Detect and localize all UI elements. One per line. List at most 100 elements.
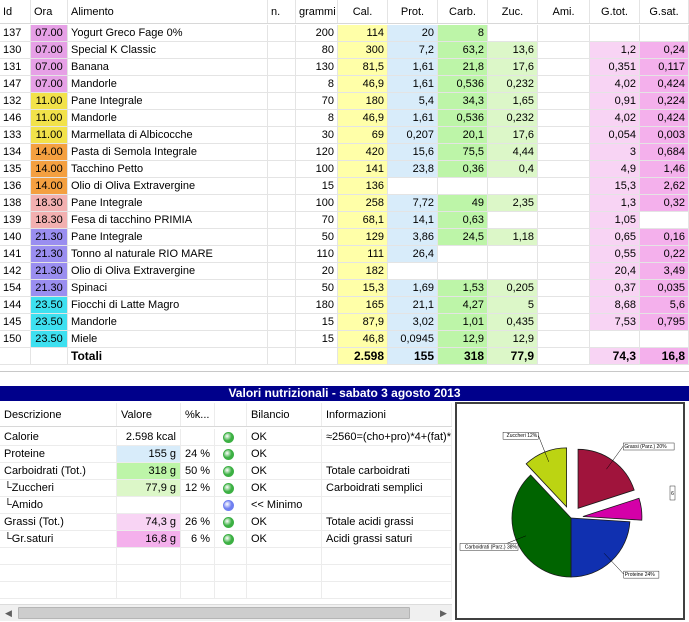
cell-n: [268, 212, 296, 229]
nutrition-row[interactable]: Calorie 2.598 kcal OK ≈2560=(cho+pro)*4+(fa…: [0, 429, 452, 446]
food-row[interactable]: 131 07.00 Banana 130 81,5 1,61 21,8 17,6 0,351 0,…: [0, 59, 689, 76]
nutri-bilancio: OK: [247, 514, 322, 531]
food-row[interactable]: 150 23.50 Miele 15 46,8 0,0945 12,9 12,9: [0, 331, 689, 348]
nutri-desc: └Zuccheri: [0, 480, 117, 497]
nutri-header-info[interactable]: Informazioni: [322, 403, 452, 426]
food-row[interactable]: 136 14.00 Olio di Oliva Extravergine 15 136 1…: [0, 178, 689, 195]
cell-grammi: 50: [296, 280, 338, 297]
cell-id: 133: [0, 127, 31, 144]
food-row[interactable]: 135 14.00 Tacchino Petto 100 141 23,8 0,36 0,4 4…: [0, 161, 689, 178]
food-row[interactable]: 154 21.30 Spinaci 50 15,3 1,69 1,53 0,205 0,37 0,…: [0, 280, 689, 297]
cell-ora: 18.30: [31, 212, 68, 229]
cell-carb: 4,27: [438, 297, 488, 314]
status-green-dot-icon: [223, 483, 234, 494]
cell-ami: [538, 110, 590, 127]
total-cal: 2.598: [338, 348, 388, 365]
food-row[interactable]: 139 18.30 Fesa di tacchino PRIMIA 70 68,1 14,…: [0, 212, 689, 229]
food-row[interactable]: 130 07.00 Special K Classic 80 300 7,2 63,2 13,…: [0, 42, 689, 59]
cell-prot: 23,8: [388, 161, 438, 178]
column-header-grammi[interactable]: grammi: [296, 0, 338, 23]
cell-ora: 18.30: [31, 195, 68, 212]
empty-cell: [0, 582, 117, 599]
pie-slice: [582, 497, 643, 521]
column-header-ora[interactable]: Ora: [31, 0, 68, 23]
nutrition-row[interactable]: └Amido << Minimo: [0, 497, 452, 514]
nutrition-row[interactable]: Grassi (Tot.) 74,3 g 26 % OK Totale acidi gr…: [0, 514, 452, 531]
food-row[interactable]: 146 11.00 Mandorle 8 46,9 1,61 0,536 0,232 4,02 0…: [0, 110, 689, 127]
food-row[interactable]: 141 21.30 Tonno al naturale RIO MARE 110 111…: [0, 246, 689, 263]
nutri-valore: 2.598 kcal: [117, 429, 181, 446]
cell-carb: 24,5: [438, 229, 488, 246]
column-header-cal[interactable]: Cal.: [338, 0, 388, 23]
cell-alimento: Tonno al naturale RIO MARE: [68, 246, 268, 263]
column-header-alimento[interactable]: Alimento: [68, 0, 268, 23]
nutri-info: [322, 446, 452, 463]
cell-carb: 49: [438, 195, 488, 212]
cell-cal: 114: [338, 25, 388, 42]
nutrition-empty-row: [0, 548, 452, 565]
column-header-carb[interactable]: Carb.: [438, 0, 488, 23]
cell-id: 131: [0, 59, 31, 76]
cell-cal: 87,9: [338, 314, 388, 331]
nutrition-row[interactable]: Proteine 155 g 24 % OK: [0, 446, 452, 463]
pie-leader-line: [603, 553, 624, 575]
nutri-header-pct[interactable]: %k...: [181, 403, 215, 426]
food-row[interactable]: 138 18.30 Pane Integrale 100 258 7,72 49 2,35 1,…: [0, 195, 689, 212]
total-gsat: 16,8: [640, 348, 689, 365]
column-header-zuc[interactable]: Zuc.: [488, 0, 538, 23]
food-row[interactable]: 145 23.50 Mandorle 15 87,9 3,02 1,01 0,435 7,53 0…: [0, 314, 689, 331]
food-row[interactable]: 133 11.00 Marmellata di Albicocche 30 69 0,20…: [0, 127, 689, 144]
pie-slice: [577, 448, 635, 509]
cell-grammi: 100: [296, 161, 338, 178]
food-row[interactable]: 147 07.00 Mandorle 8 46,9 1,61 0,536 0,232 4,02 0…: [0, 76, 689, 93]
cell-ora: 14.00: [31, 144, 68, 161]
pie-slice-label: Grassi (Parz.) 20%: [624, 444, 667, 450]
cell-n: [268, 195, 296, 212]
cell-grammi: 130: [296, 59, 338, 76]
food-row[interactable]: 137 07.00 Yogurt Greco Fage 0% 200 114 20 8: [0, 25, 689, 42]
cell-zuc: 2,35: [488, 195, 538, 212]
scroll-left-arrow-icon[interactable]: ◀: [5, 608, 12, 618]
food-row[interactable]: 142 21.30 Olio di Oliva Extravergine 20 182 2…: [0, 263, 689, 280]
nutri-header-valore[interactable]: Valore: [117, 403, 181, 426]
cell-prot: 7,72: [388, 195, 438, 212]
nutri-desc: Carboidrati (Tot.): [0, 463, 117, 480]
food-row[interactable]: 140 21.30 Pane Integrale 50 129 3,86 24,5 1,18 0…: [0, 229, 689, 246]
status-green-dot-icon: [223, 432, 234, 443]
scrollbar-thumb[interactable]: [18, 607, 410, 619]
totals-row: Totali 2.598 155 318 77,9 74,3 16,8: [0, 348, 689, 365]
cell-id: 139: [0, 212, 31, 229]
nutrition-row[interactable]: └Zuccheri 77,9 g 12 % OK Carboidrati semplic…: [0, 480, 452, 497]
empty-cell: [117, 548, 181, 565]
cell-n: [268, 161, 296, 178]
cell-alimento: Pane Integrale: [68, 195, 268, 212]
nutrition-row[interactable]: Carboidrati (Tot.) 318 g 50 % OK Totale carb…: [0, 463, 452, 480]
food-row[interactable]: 144 23.50 Fiocchi di Latte Magro 180 165 21,1…: [0, 297, 689, 314]
nutri-header-desc[interactable]: Descrizione: [0, 403, 117, 426]
cell-prot: [388, 178, 438, 195]
cell-gsat: [640, 25, 689, 42]
cell-grammi: 70: [296, 212, 338, 229]
cell-gsat: 0,224: [640, 93, 689, 110]
column-header-gsat[interactable]: G.sat.: [640, 0, 689, 23]
cell-id: 147: [0, 76, 31, 93]
nutri-header-bilancio[interactable]: Bilancio: [247, 403, 322, 426]
cell-n: [268, 42, 296, 59]
scroll-right-arrow-icon[interactable]: ▶: [440, 608, 447, 618]
food-row[interactable]: 134 14.00 Pasta di Semola Integrale 120 420 1…: [0, 144, 689, 161]
food-row[interactable]: 132 11.00 Pane Integrale 70 180 5,4 34,3 1,65 0,…: [0, 93, 689, 110]
cell-alimento: Tacchino Petto: [68, 161, 268, 178]
nutri-header-status[interactable]: [215, 403, 247, 426]
column-header-ami[interactable]: Ami.: [538, 0, 590, 23]
column-header-n[interactable]: n.: [268, 0, 296, 23]
pie-label-box: [623, 442, 675, 451]
column-header-prot[interactable]: Prot.: [388, 0, 438, 23]
column-header-id[interactable]: Id: [0, 0, 31, 23]
horizontal-scrollbar[interactable]: ◀ ▶: [0, 604, 452, 621]
column-header-gtot[interactable]: G.tot.: [590, 0, 640, 23]
cell-cal: 420: [338, 144, 388, 161]
cell-cal: 165: [338, 297, 388, 314]
cell-n: [268, 280, 296, 297]
cell-gsat: 0,795: [640, 314, 689, 331]
